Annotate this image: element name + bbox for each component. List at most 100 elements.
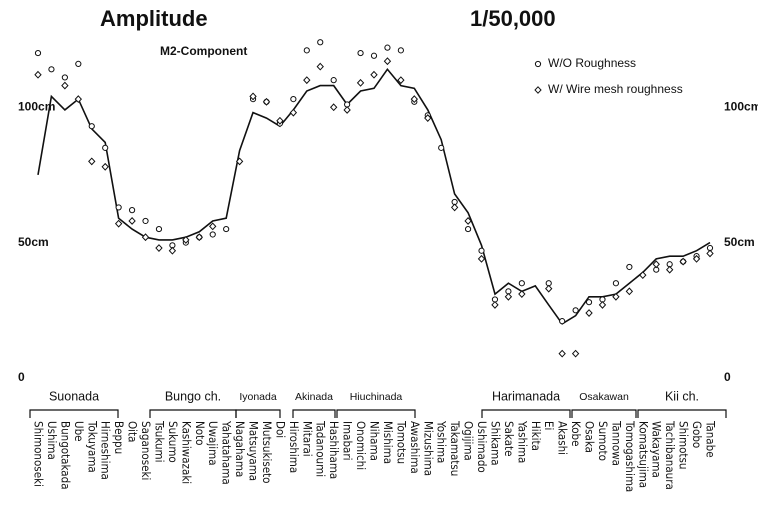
diamond-marker xyxy=(424,114,432,122)
x-tick-label: Gobo xyxy=(690,421,704,448)
legend-label: W/O Roughness xyxy=(548,56,636,70)
x-tick-label: Akashi xyxy=(556,421,570,455)
x-tick-label: Shimonoseki xyxy=(32,421,46,487)
y-tick-label: 50cm xyxy=(18,235,49,249)
diamond-marker xyxy=(343,106,351,114)
region-label: Suonada xyxy=(49,389,99,403)
circle-marker xyxy=(559,318,566,325)
diamond-marker xyxy=(652,260,660,269)
diamond-marker xyxy=(558,349,566,358)
x-tick-label: Wakayama xyxy=(650,421,664,478)
x-tick-label: Doi xyxy=(273,421,287,438)
y-tick-label: 100cm xyxy=(18,99,55,113)
x-tick-label: Tomotsu xyxy=(394,420,408,464)
x-tick-label: Mizushima xyxy=(421,421,435,476)
circle-marker xyxy=(464,225,472,233)
x-tick-label: Ogijima xyxy=(462,421,476,461)
chart-subtitle: M2-Component xyxy=(160,44,247,58)
x-tick-label: Osaka xyxy=(583,421,597,453)
diamond-marker xyxy=(571,349,580,358)
y2-tick-label: 0 xyxy=(724,370,731,384)
x-tick-label: Yashima xyxy=(515,420,529,463)
circle-marker xyxy=(438,144,445,151)
diamond-marker xyxy=(155,244,163,252)
circle-marker xyxy=(317,39,324,46)
chart-title: Amplitude xyxy=(100,6,208,31)
x-tick-label: Ushima xyxy=(45,421,59,460)
x-tick-label: Yoshima xyxy=(435,420,449,463)
x-tick-label: Hirneshima xyxy=(99,421,113,480)
legend-label: W/ Wire mesh roughness xyxy=(548,82,683,96)
region-bracket xyxy=(149,409,237,418)
circle-marker xyxy=(290,96,297,103)
circle-marker xyxy=(34,49,42,57)
circle-marker xyxy=(478,247,485,254)
region-bracket xyxy=(29,409,119,418)
diamond-marker xyxy=(504,292,513,301)
diamond-marker xyxy=(665,265,674,274)
diamond-marker xyxy=(679,257,687,266)
diamond-marker xyxy=(518,290,526,298)
diamond-marker xyxy=(692,254,701,263)
x-tick-label: Tokuyama xyxy=(85,420,99,473)
diamond-marker xyxy=(706,249,714,258)
scale-label: 1/50,000 xyxy=(470,6,556,31)
x-tick-label: Komatsujima xyxy=(636,421,650,488)
legend-marker xyxy=(534,60,542,68)
x-tick-label: Hiroshima xyxy=(287,421,301,473)
region-label: Iyonada xyxy=(239,391,277,403)
x-tick-label: Mutsukiseto xyxy=(260,421,274,484)
circle-marker xyxy=(223,225,230,233)
region-bracket xyxy=(292,409,336,418)
diamond-marker xyxy=(74,95,83,104)
region-bracket xyxy=(235,409,281,418)
region-label: Osakawan xyxy=(579,391,629,403)
diamond-marker xyxy=(639,271,647,280)
x-tick-label: Tsukumi xyxy=(152,420,166,463)
circle-marker xyxy=(518,280,525,287)
x-tick-label: Sakate xyxy=(502,421,516,456)
circle-marker xyxy=(572,307,579,314)
diamond-marker xyxy=(61,81,69,90)
x-tick-label: Matsuyama xyxy=(247,421,261,481)
x-tick-label: Yahatahama xyxy=(220,420,234,485)
y-tick-label: 0 xyxy=(18,370,25,384)
circle-marker xyxy=(115,204,122,211)
diamond-marker xyxy=(612,292,620,301)
circle-marker xyxy=(370,52,378,59)
x-tick-label: Tachibanaura xyxy=(663,420,677,490)
region-label: Kii ch. xyxy=(665,389,699,403)
diamond-marker xyxy=(128,217,136,225)
y2-tick-label: 100cm xyxy=(724,99,758,113)
circle-marker xyxy=(88,123,95,130)
diamond-marker xyxy=(303,76,311,85)
x-tick-label: Sumoto xyxy=(596,421,610,461)
diamond-marker xyxy=(316,62,324,71)
diamond-marker xyxy=(262,97,271,106)
data-line xyxy=(37,67,711,325)
x-tick-label: Ei xyxy=(542,421,556,430)
circle-marker xyxy=(155,225,163,233)
diamond-marker xyxy=(289,108,298,117)
x-tick-label: Nihama xyxy=(368,421,382,461)
x-tick-label: Shikama xyxy=(488,421,502,466)
diamond-marker xyxy=(410,95,419,104)
diamond-marker xyxy=(397,76,405,85)
diamond-marker xyxy=(356,78,365,87)
diamond-marker xyxy=(545,284,553,293)
region-label: Bungo ch. xyxy=(165,389,221,403)
diamond-marker xyxy=(329,103,338,112)
x-tick-label: Tadanoumi xyxy=(314,420,328,477)
circle-marker xyxy=(102,144,109,151)
circle-marker xyxy=(142,217,149,225)
x-tick-label: Tannowa xyxy=(609,420,623,466)
diamond-marker xyxy=(464,217,472,225)
x-tick-label: Nagahama xyxy=(233,421,247,477)
region-label: Harimanada xyxy=(492,389,560,403)
diamond-marker xyxy=(450,203,459,212)
diamond-marker xyxy=(168,246,177,255)
y2-tick-label: 50cm xyxy=(724,235,755,249)
region-bracket xyxy=(336,409,416,418)
circle-marker xyxy=(626,263,633,271)
circle-marker xyxy=(384,44,391,51)
